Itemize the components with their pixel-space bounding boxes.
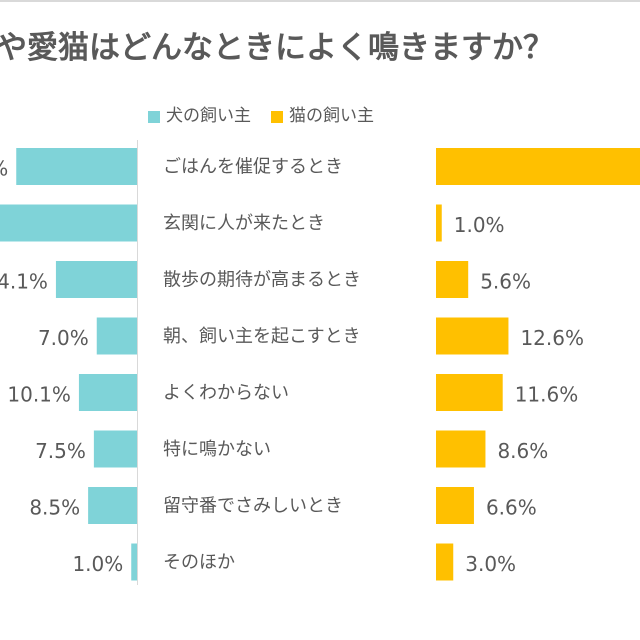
- bar-cat: [436, 261, 469, 298]
- category-label: 留守番でさみしいとき: [163, 496, 343, 517]
- bar-dog: [96, 317, 137, 355]
- data-label-cat: 1.0%: [454, 213, 505, 237]
- data-label-dog: 8.5%: [29, 496, 80, 520]
- data-label-cat: 12.6%: [520, 326, 584, 350]
- data-label-cat: 8.6%: [497, 439, 548, 463]
- bar-dog: [93, 430, 137, 468]
- bar-dog: [88, 487, 137, 524]
- data-label-dog: 7.5%: [35, 439, 86, 463]
- legend-label-cat: 猫の飼い主: [289, 106, 374, 126]
- data-label-dog: 7.0%: [38, 326, 89, 350]
- legend: 犬の飼い主 猫の飼い主: [148, 101, 374, 126]
- data-label-dog: 1.0%: [72, 552, 123, 576]
- top-border: [0, 0, 640, 2]
- bar-cat: [436, 430, 486, 468]
- legend-item-cat: 猫の飼い主: [271, 101, 374, 126]
- data-label-cat: 11.6%: [515, 383, 579, 407]
- data-label-cat: 5.6%: [480, 270, 531, 294]
- bar-cat: [436, 487, 474, 524]
- bar-dog: [55, 261, 137, 298]
- category-label: 散歩の期待が高まるとき: [163, 270, 361, 291]
- legend-swatch-dog: [148, 110, 160, 123]
- bar-dog: [78, 374, 137, 411]
- data-label-cat: 6.6%: [486, 496, 537, 520]
- bar-dog: [131, 543, 137, 581]
- chart-title: 愛犬や愛猫はどんなときによく鳴きますか？: [0, 30, 554, 66]
- category-label: 特に鳴かない: [163, 439, 271, 460]
- bar-cat: [436, 543, 454, 581]
- bar-dog: [16, 148, 137, 185]
- data-label-cat: 3.0%: [465, 552, 516, 576]
- bar-dog: [0, 204, 137, 242]
- category-label: ごはんを催促するとき: [163, 157, 343, 178]
- bar-cat: [436, 374, 503, 411]
- category-label: よくわからない: [163, 383, 289, 404]
- data-label-dog: 21.0%: [0, 157, 8, 181]
- data-label-dog: 14.1%: [0, 270, 48, 294]
- category-label: そのほか: [163, 552, 235, 573]
- legend-item-dog: 犬の飼い主: [148, 101, 251, 126]
- legend-label-dog: 犬の飼い主: [166, 106, 251, 126]
- legend-swatch-cat: [271, 110, 283, 123]
- data-label-dog: 10.1%: [7, 383, 71, 407]
- bar-cat: [436, 148, 640, 185]
- bar-cat: [436, 204, 442, 242]
- category-label: 玄関に人が来たとき: [163, 213, 325, 234]
- category-label: 朝、飼い主を起こすとき: [163, 326, 361, 347]
- bar-cat: [436, 317, 509, 355]
